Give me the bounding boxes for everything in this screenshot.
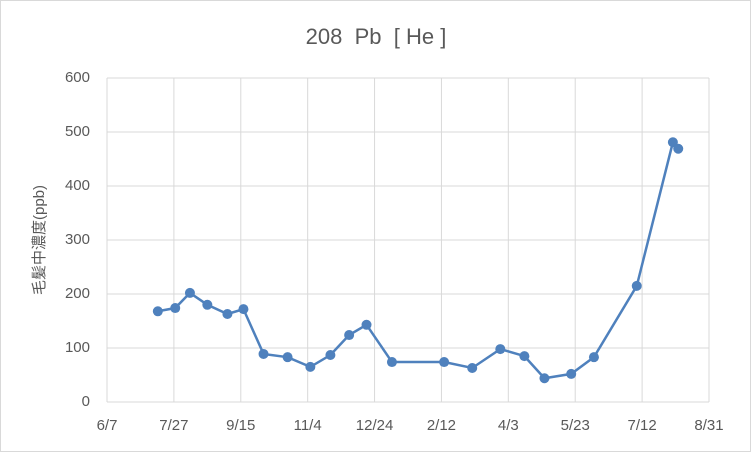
y-axis-label: 毛髪中濃度(ppb) [31, 185, 48, 295]
data-point [495, 344, 506, 355]
x-tick-label: 11/4 [294, 417, 322, 434]
x-tick-label: 7/12 [628, 417, 657, 434]
data-point [539, 373, 550, 384]
chart-title: 208 Pb [ He ] [306, 24, 447, 49]
x-tick-label: 8/31 [694, 417, 723, 434]
data-point [673, 143, 684, 154]
y-tick-label: 200 [65, 285, 90, 302]
data-point [282, 352, 293, 363]
x-tick-label: 7/27 [159, 417, 188, 434]
data-point [439, 357, 450, 368]
x-tick-label: 12/24 [356, 417, 394, 434]
data-point [344, 330, 355, 341]
data-point [184, 287, 195, 298]
y-tick-label: 0 [82, 393, 90, 410]
y-tick-label: 300 [65, 231, 90, 248]
data-point [467, 362, 478, 373]
data-point [305, 361, 316, 372]
data-point [588, 352, 599, 363]
data-point [325, 350, 336, 361]
y-tick-label: 500 [65, 123, 90, 140]
x-tick-label: 4/3 [498, 417, 519, 434]
x-tick-label: 5/23 [561, 417, 590, 434]
data-point [238, 304, 249, 315]
data-point [519, 351, 530, 362]
x-tick-label: 6/7 [97, 417, 118, 434]
data-point [386, 357, 397, 368]
data-point [152, 306, 163, 317]
x-tick-label: 2/12 [427, 417, 456, 434]
data-point [222, 308, 233, 319]
data-point [361, 319, 372, 330]
y-tick-label: 600 [65, 69, 90, 86]
data-point [631, 280, 642, 291]
data-point [566, 368, 577, 379]
x-tick-label: 9/15 [226, 417, 255, 434]
y-tick-label: 100 [65, 339, 90, 356]
y-tick-label: 400 [65, 177, 90, 194]
data-point [170, 303, 181, 314]
data-point [202, 299, 213, 310]
data-point [258, 348, 269, 359]
